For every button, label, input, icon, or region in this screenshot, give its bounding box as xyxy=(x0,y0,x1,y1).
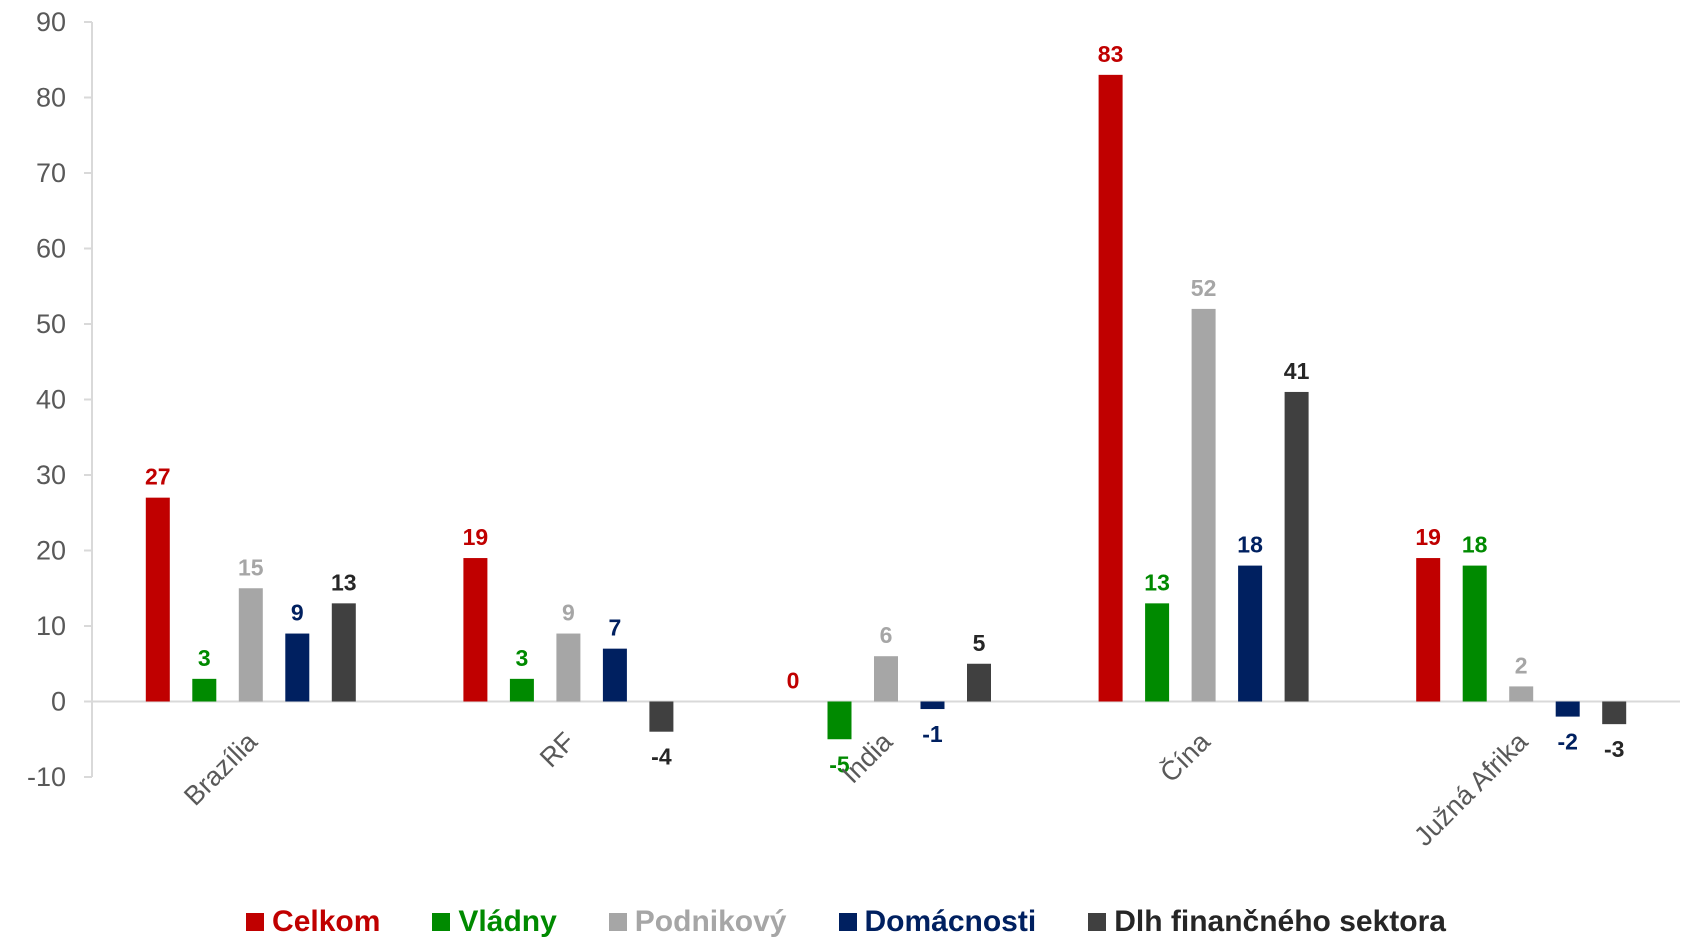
bar xyxy=(1602,701,1627,725)
data-label: 9 xyxy=(291,600,304,626)
data-label: 9 xyxy=(562,600,575,626)
legend-item: Celkom xyxy=(246,905,380,939)
legend-item: Dlh finančného sektora xyxy=(1088,905,1446,939)
x-tick-label: Južná Afrika xyxy=(1408,726,1534,852)
x-tick-label: Brazília xyxy=(178,726,264,812)
bar xyxy=(285,633,310,702)
data-label: -5 xyxy=(829,751,850,777)
legend-label: Celkom xyxy=(272,905,381,938)
data-label: -2 xyxy=(1557,729,1577,755)
bar xyxy=(1555,701,1580,717)
y-tick-label: 70 xyxy=(36,158,66,188)
bar xyxy=(1462,565,1487,702)
bar-chart: -10 0 10 20 30 40 50 60 70 80 90 27 3 15 9 13 19 3 9 7 -4 0 -… xyxy=(27,7,1680,852)
bar xyxy=(1509,686,1534,702)
legend-item: Vládny xyxy=(432,905,557,939)
data-label: -1 xyxy=(922,721,943,747)
legend-swatch xyxy=(838,913,857,931)
y-tick-label: -10 xyxy=(27,762,66,792)
bar xyxy=(1238,565,1263,702)
bar xyxy=(463,558,488,702)
data-label: 7 xyxy=(609,615,622,641)
bar xyxy=(1416,558,1441,702)
chart-category-labels: Brazília RF India Čína Južná Afrika xyxy=(178,725,1534,852)
bar xyxy=(602,648,627,702)
data-label: 15 xyxy=(238,554,264,580)
data-label: 27 xyxy=(145,464,171,490)
legend-label: Podnikový xyxy=(634,905,787,938)
data-label: -4 xyxy=(651,744,672,770)
data-label: 0 xyxy=(787,668,800,694)
legend-swatch xyxy=(246,913,265,931)
legend-label: Vládny xyxy=(458,905,557,938)
legend-label: Dlh finančného sektora xyxy=(1114,905,1446,938)
bar xyxy=(1145,603,1170,702)
bar xyxy=(192,678,217,702)
y-tick-label: 50 xyxy=(36,309,66,339)
bar xyxy=(1191,308,1216,702)
x-tick-label: Čína xyxy=(1154,725,1217,788)
bar xyxy=(967,663,991,702)
data-label: 2 xyxy=(1515,652,1528,678)
data-label: 3 xyxy=(198,645,211,671)
chart-data-labels: 27 3 15 9 13 19 3 9 7 -4 0 -5 6 -1 5 83 13 52 18 41 19 18 2 -2 -… xyxy=(145,41,1624,777)
bar xyxy=(1098,74,1123,702)
y-tick-label: 40 xyxy=(36,385,66,415)
y-tick-label: 90 xyxy=(36,7,66,37)
bar xyxy=(331,603,356,702)
bar xyxy=(649,701,674,732)
y-tick-label: 20 xyxy=(36,536,66,566)
legend-item: Domácnosti xyxy=(838,905,1037,939)
bar xyxy=(556,633,581,702)
data-label: -3 xyxy=(1604,736,1624,762)
chart-legend: Celkom Vládny Podnikový Domácnosti Dlh finan… xyxy=(0,902,1692,942)
data-label: 18 xyxy=(1237,532,1263,558)
data-label: 6 xyxy=(880,622,893,648)
data-label: 3 xyxy=(516,645,529,671)
data-label: 52 xyxy=(1191,275,1217,301)
data-label: 13 xyxy=(331,569,357,595)
data-label: 19 xyxy=(1415,524,1441,550)
chart-bars xyxy=(145,74,1627,740)
bar xyxy=(874,656,898,702)
legend-label: Domácnosti xyxy=(864,905,1037,938)
legend-swatch xyxy=(432,913,451,931)
bar xyxy=(238,588,263,702)
data-label: 13 xyxy=(1144,569,1170,595)
legend-item: Podnikový xyxy=(608,905,787,939)
y-tick-label: 10 xyxy=(36,611,66,641)
bar xyxy=(920,701,945,710)
y-tick-label: 30 xyxy=(36,460,66,490)
y-tick-label: 0 xyxy=(51,687,66,717)
data-label: 83 xyxy=(1098,41,1124,67)
y-tick-label: 60 xyxy=(36,234,66,264)
data-label: 18 xyxy=(1462,532,1488,558)
y-tick-label: 80 xyxy=(36,83,66,113)
bar xyxy=(145,497,170,702)
data-label: 41 xyxy=(1284,358,1310,384)
bar xyxy=(827,701,852,740)
x-tick-label: RF xyxy=(534,727,581,774)
legend-swatch xyxy=(608,913,627,931)
data-label: 5 xyxy=(973,630,986,656)
data-label: 19 xyxy=(463,524,489,550)
bar xyxy=(1284,391,1309,702)
legend-swatch xyxy=(1088,913,1107,931)
bar xyxy=(509,678,534,702)
